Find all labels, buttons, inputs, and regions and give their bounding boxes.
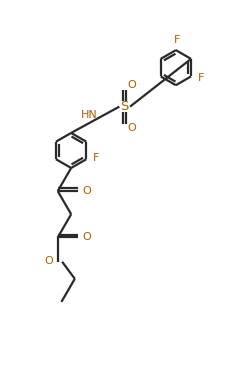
Text: O: O [128,123,136,133]
Text: S: S [121,100,129,113]
Text: F: F [174,35,180,45]
Text: O: O [45,255,54,265]
Text: F: F [198,73,205,83]
Text: O: O [82,186,91,196]
Text: HN: HN [81,110,98,120]
Text: O: O [82,232,91,242]
Text: F: F [93,153,100,163]
Text: O: O [128,80,136,90]
